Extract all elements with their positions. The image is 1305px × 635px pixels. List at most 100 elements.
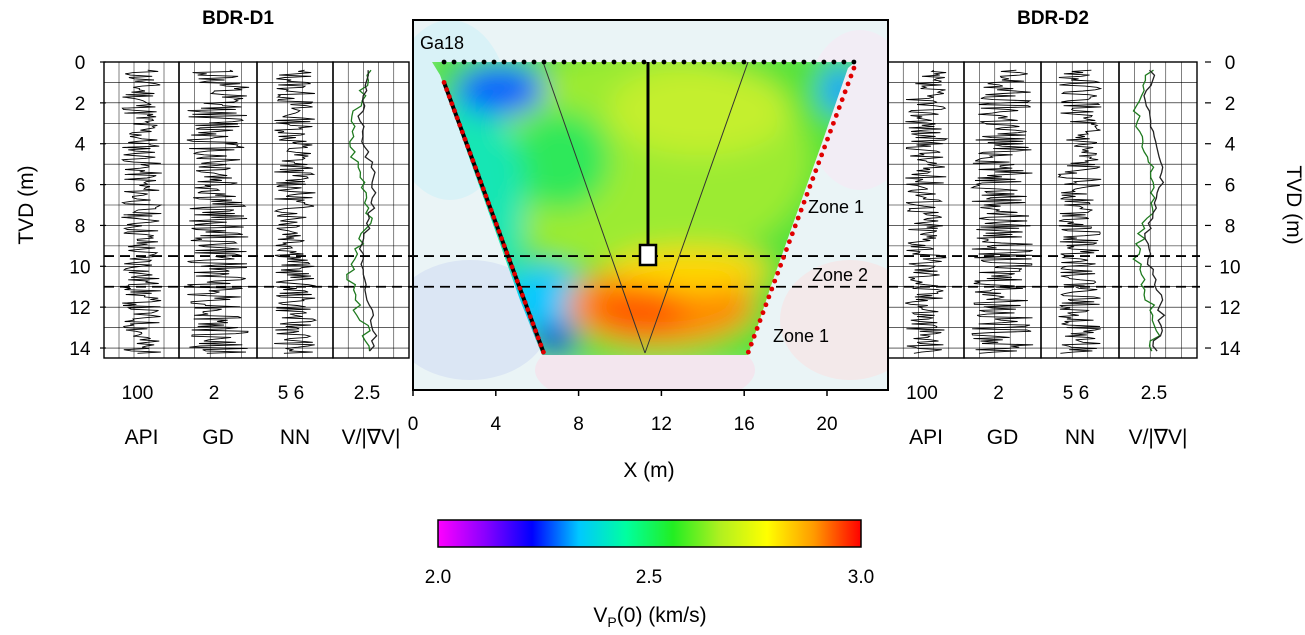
boundary-dot — [760, 310, 766, 316]
left-ray-boundary — [441, 80, 546, 355]
boundary-dot — [798, 207, 804, 213]
boundary-dot — [848, 73, 854, 79]
boundary-dot — [571, 59, 577, 65]
boundary-dot — [711, 59, 717, 65]
track-name-label: GD — [987, 426, 1019, 449]
colorbar: 2.0 2.5 3.0 VP(0) (km/s) — [425, 519, 874, 630]
boundary-dot — [514, 278, 520, 284]
boundary-dot — [491, 59, 497, 65]
depth-tick-label: 2 — [1225, 94, 1236, 115]
ray-line-left — [542, 61, 646, 354]
left-well-title: BDR-D1 — [202, 8, 274, 29]
boundary-dot — [444, 87, 450, 92]
boundary-dot — [504, 250, 510, 256]
boundary-dot — [512, 271, 518, 277]
boundary-dot — [828, 128, 833, 134]
boundary-dot — [507, 257, 512, 263]
boundary-dot — [781, 255, 786, 260]
boundary-dot — [462, 136, 468, 142]
track-name-label: V/|∇V| — [342, 426, 401, 449]
right-depth-axis: 0 2 4 6 8 10 12 14 — [1205, 53, 1241, 360]
boundary-dot — [781, 59, 787, 65]
left-depth-axis-label: TVD (m) — [15, 165, 38, 244]
log-curve — [1143, 69, 1166, 352]
boundary-dot — [701, 59, 707, 65]
boundary-dot — [527, 314, 533, 320]
boundary-dot — [538, 342, 544, 348]
boundary-dot — [454, 115, 460, 121]
right-depth-axis-label: TVD (m) — [1282, 165, 1305, 244]
boundary-dot — [467, 150, 473, 156]
log-curve — [1057, 69, 1103, 354]
track-tick-label: 2.5 — [354, 383, 380, 404]
boundary-dot — [531, 59, 537, 65]
boundary-dot — [488, 207, 494, 213]
left-log-tracks: 100 API 2 GD 5 6 NN 2.5 V/|∇V| — [103, 61, 410, 449]
depth-tick-label: 12 — [69, 298, 90, 319]
boundary-dot — [496, 229, 502, 234]
velocity-panel: Ga18 Zone 1 Zone 2 Zone 1 0 4 8 12 16 20 — [104, 19, 1200, 435]
depth-tick-label: 10 — [1219, 257, 1240, 278]
boundary-dot — [461, 59, 467, 65]
boundary-dot — [842, 89, 848, 95]
colorbar-fill — [437, 519, 862, 548]
boundary-dot — [446, 94, 452, 100]
track-tick-label: 5 6 — [1063, 383, 1089, 404]
log-curve — [1132, 69, 1161, 352]
boundary-dot — [457, 122, 463, 128]
boundary-dot — [754, 326, 760, 331]
boundary-dot — [511, 59, 517, 65]
log-curve — [970, 69, 1034, 354]
boundary-dot — [801, 59, 807, 65]
boundary-dot — [520, 292, 525, 298]
boundary-dot — [845, 81, 851, 87]
track-name-label: API — [125, 426, 159, 449]
boundary-dot — [811, 59, 817, 65]
boundary-dot — [821, 59, 827, 65]
boundary-dot — [473, 165, 478, 170]
boundary-dot — [441, 59, 447, 65]
boundary-dot — [541, 349, 546, 355]
zone-label-upper: Zone 1 — [808, 197, 864, 217]
boundary-dot — [791, 59, 797, 65]
colorbar-label-sub: P — [607, 614, 616, 630]
well-ga18-marker — [638, 243, 658, 267]
boundary-dot — [751, 59, 757, 65]
boundary-dot — [470, 158, 476, 163]
boundary-dot — [452, 108, 457, 114]
boundary-dot — [493, 221, 499, 227]
x-axis: 0 4 8 12 16 20 — [408, 390, 838, 435]
boundary-dot — [471, 59, 477, 65]
boundary-dot — [651, 59, 657, 65]
ray-line-right — [644, 61, 749, 354]
log-track-frame — [332, 61, 410, 359]
boundary-dot — [501, 59, 507, 65]
boundary-dot — [771, 59, 777, 65]
boundary-dot — [763, 302, 769, 308]
boundary-dot — [631, 59, 637, 65]
boundary-dot — [478, 179, 484, 185]
depth-tick-label: 0 — [75, 53, 86, 74]
boundary-dot — [795, 215, 801, 221]
log-track-frame — [1118, 61, 1198, 359]
x-tick-label: 12 — [651, 414, 672, 435]
survey-line — [441, 59, 857, 65]
log-curve — [186, 69, 250, 354]
boundary-dot — [751, 333, 757, 339]
x-tick-label: 0 — [408, 414, 419, 435]
track-name-label: V/|∇V| — [1129, 426, 1188, 449]
boundary-dot — [486, 200, 491, 206]
boundary-dot — [459, 129, 465, 135]
log-curve — [346, 69, 373, 352]
depth-tick-label: 8 — [75, 216, 86, 237]
well-ga18-label: Ga18 — [420, 33, 464, 53]
boundary-dot — [825, 136, 830, 142]
depth-tick-label: 6 — [75, 176, 86, 197]
boundary-dot — [769, 286, 775, 292]
x-tick-label: 4 — [491, 414, 502, 435]
depth-tick-label: 12 — [1219, 298, 1240, 319]
depth-tick-label: 2 — [75, 94, 86, 115]
boundary-dot — [521, 59, 527, 65]
boundary-dot — [591, 59, 597, 65]
boundary-dot — [819, 152, 825, 158]
